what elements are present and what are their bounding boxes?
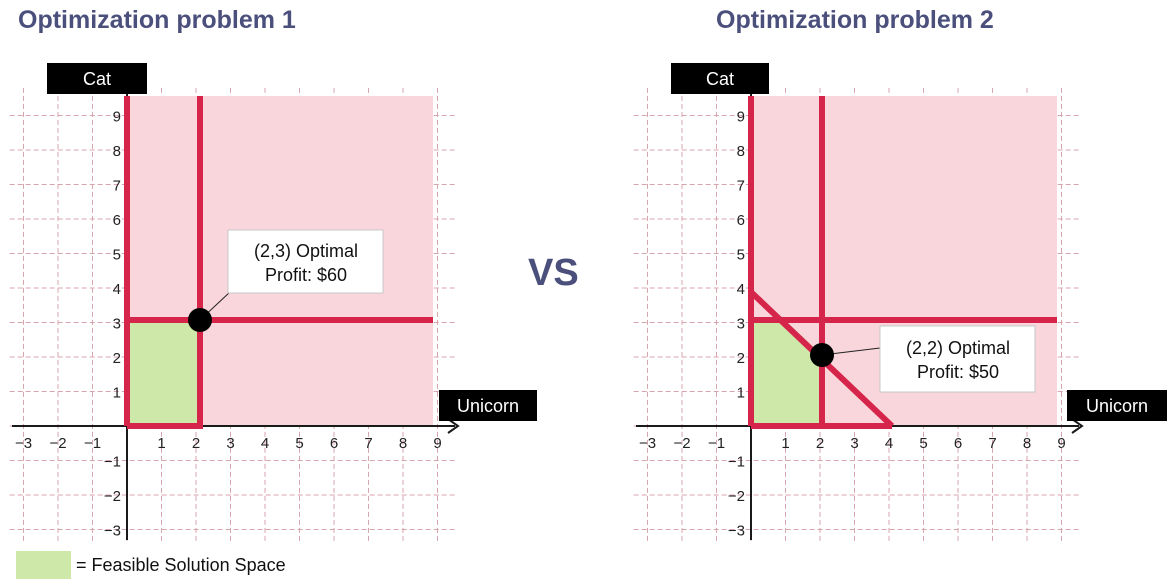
- y-tick-label: 4: [113, 281, 121, 298]
- callout-box: [227, 229, 384, 294]
- y-tick-labels: 9 8 7 6 5 4 3 2 1 −1 −2 −3: [728, 109, 745, 540]
- y-tick-label: 2: [737, 350, 745, 367]
- x-tick-label: 5: [295, 435, 303, 452]
- x-tick-label: 7: [988, 435, 996, 452]
- y-axis-label-box: [671, 63, 769, 94]
- y-tick-label: −3: [104, 523, 121, 540]
- x-tick-label: −1: [708, 435, 725, 452]
- x-tick-label: 4: [885, 435, 893, 452]
- y-tick-label: 8: [113, 143, 121, 160]
- y-tick-label: 2: [113, 350, 121, 367]
- y-axis-label-box: [47, 63, 147, 94]
- y-tick-label: 4: [737, 281, 745, 298]
- x-axis-label-box: [1067, 390, 1167, 421]
- callout-line-1: (2,2) Optimal: [906, 338, 1010, 358]
- x-axis-label: Unicorn: [457, 396, 519, 416]
- feasible-region: [127, 320, 200, 426]
- x-tick-label: −1: [84, 435, 101, 452]
- y-tick-label: 9: [737, 109, 745, 126]
- x-tick-label: 9: [1057, 435, 1065, 452]
- optimal-point: [188, 308, 212, 332]
- x-tick-label: −3: [639, 435, 656, 452]
- y-axis-label: Cat: [83, 69, 111, 89]
- y-tick-label: −2: [104, 488, 121, 505]
- y-tick-label: 5: [737, 247, 745, 264]
- x-tick-label: −3: [15, 435, 32, 452]
- callout-line-1: (2,3) Optimal: [254, 241, 358, 261]
- y-tick-label: 7: [737, 178, 745, 195]
- panel-1-title: Optimization problem 1: [18, 6, 296, 34]
- x-tick-label: 6: [954, 435, 962, 452]
- y-tick-label: −1: [104, 454, 121, 471]
- x-tick-label: 3: [850, 435, 858, 452]
- x-tick-label: 4: [261, 435, 269, 452]
- x-tick-label: −2: [673, 435, 690, 452]
- y-tick-label: 6: [737, 212, 745, 229]
- x-tick-labels: −3 −2 −1 1 2 3 4 5 6 7 8 9: [15, 435, 442, 452]
- x-tick-label: 1: [781, 435, 789, 452]
- y-tick-label: 6: [113, 212, 121, 229]
- legend-feasible-swatch: [16, 551, 71, 579]
- x-axis-label-box: [439, 390, 537, 421]
- callout-box: [879, 325, 1036, 393]
- callout-line-2: Profit: $60: [265, 265, 347, 285]
- y-tick-label: −1: [728, 454, 745, 471]
- optimal-point: [810, 343, 834, 367]
- y-tick-label: 1: [113, 385, 121, 402]
- x-tick-label: 8: [399, 435, 407, 452]
- x-tick-label: 5: [919, 435, 927, 452]
- x-tick-label: 2: [816, 435, 824, 452]
- x-axis-arrow-icon: [1071, 418, 1084, 434]
- graph-problem-1: −3 −2 −1 1 2 3 4 5 6 7 8 9 9 8 7 6 5 4 3 2 1 −1 −2 −3 Cat Unic…: [9, 63, 537, 544]
- y-tick-label: 9: [113, 109, 121, 126]
- y-tick-labels: 9 8 7 6 5 4 3 2 1 −1 −2 −3: [104, 109, 121, 540]
- graph-problem-2: −3 −2 −1 1 2 3 4 5 6 7 8 9 9 8 7 6 5 4 3 2 1 −1 −2 −3 Cat Unic…: [633, 63, 1167, 544]
- x-tick-label: 3: [226, 435, 234, 452]
- y-tick-label: −3: [728, 523, 745, 540]
- x-tick-labels: −3 −2 −1 1 2 3 4 5 6 7 8 9: [639, 435, 1066, 452]
- y-axis-label: Cat: [706, 69, 734, 89]
- panel-2-title: Optimization problem 2: [716, 6, 994, 34]
- y-tick-label: 3: [737, 316, 745, 333]
- y-tick-label: 8: [737, 143, 745, 160]
- x-axis-label: Unicorn: [1086, 396, 1148, 416]
- callout-line-2: Profit: $50: [917, 362, 999, 382]
- x-tick-label: 6: [330, 435, 338, 452]
- x-tick-label: −2: [49, 435, 66, 452]
- y-tick-label: 3: [113, 316, 121, 333]
- legend-label: = Feasible Solution Space: [76, 555, 286, 575]
- x-tick-label: 7: [364, 435, 372, 452]
- y-tick-label: −2: [728, 488, 745, 505]
- vs-label: VS: [528, 252, 579, 294]
- x-tick-label: 8: [1023, 435, 1031, 452]
- x-tick-label: 9: [433, 435, 441, 452]
- x-tick-label: 1: [157, 435, 165, 452]
- y-tick-label: 1: [737, 385, 745, 402]
- x-axis-arrow-icon: [447, 418, 460, 434]
- x-tick-label: 2: [192, 435, 200, 452]
- y-tick-label: 5: [113, 247, 121, 264]
- y-tick-label: 7: [113, 178, 121, 195]
